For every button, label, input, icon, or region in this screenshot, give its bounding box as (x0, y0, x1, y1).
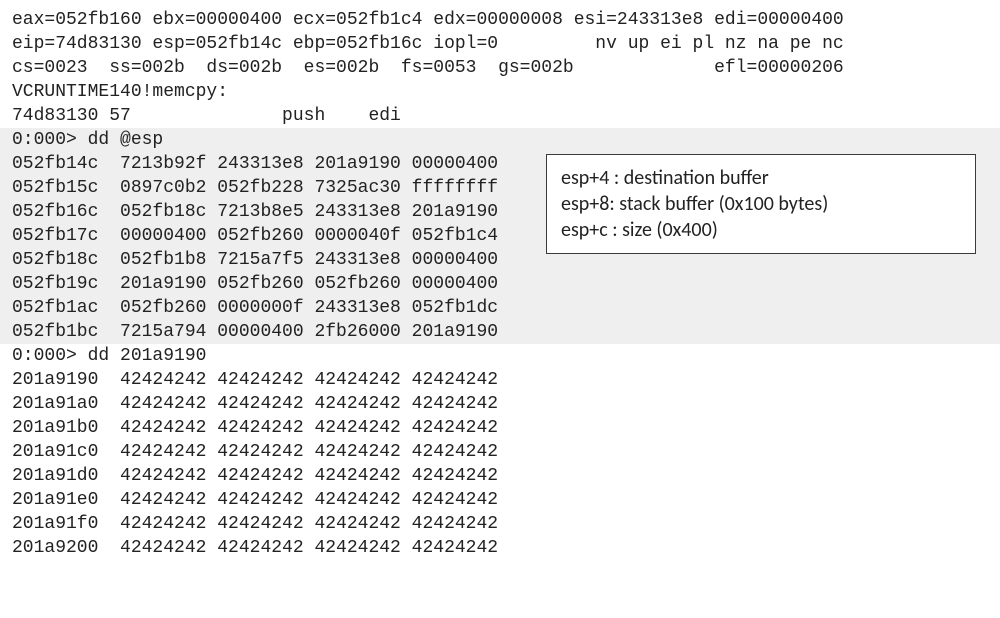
dump-row: 201a9200 42424242 42424242 42424242 4242… (12, 536, 988, 560)
dump-row: 052fb19c 201a9190 052fb260 052fb260 0000… (12, 272, 988, 296)
register-line-2: eip=74d83130 esp=052fb14c ebp=052fb16c i… (12, 32, 988, 56)
debugger-output: eax=052fb160 ebx=00000400 ecx=052fb1c4 e… (0, 0, 1000, 566)
dump-row: 201a91c0 42424242 42424242 42424242 4242… (12, 440, 988, 464)
register-line-3: cs=0023 ss=002b ds=002b es=002b fs=0053 … (12, 56, 988, 80)
dump-row: 201a9190 42424242 42424242 42424242 4242… (12, 368, 988, 392)
dump-row: 201a91b0 42424242 42424242 42424242 4242… (12, 416, 988, 440)
prompt-cmd-2: 0:000> dd 201a9190 (12, 344, 988, 368)
dump-row: 201a91a0 42424242 42424242 42424242 4242… (12, 392, 988, 416)
symbol-line: VCRUNTIME140!memcpy: (12, 80, 988, 104)
annotation-line: esp+4 : destination buffer (561, 165, 961, 191)
dump-row: 201a91d0 42424242 42424242 42424242 4242… (12, 464, 988, 488)
annotation-line: esp+c : size (0x400) (561, 217, 961, 243)
dump-row: 201a91e0 42424242 42424242 42424242 4242… (12, 488, 988, 512)
annotation-callout: esp+4 : destination buffer esp+8: stack … (546, 154, 976, 254)
annotation-line: esp+8: stack buffer (0x100 bytes) (561, 191, 961, 217)
register-line-1: eax=052fb160 ebx=00000400 ecx=052fb1c4 e… (12, 8, 988, 32)
disassembly-line: 74d83130 57 push edi (12, 104, 988, 128)
dump-row: 052fb1bc 7215a794 00000400 2fb26000 201a… (12, 320, 988, 344)
dump-row: 052fb1ac 052fb260 0000000f 243313e8 052f… (12, 296, 988, 320)
dump-row: 201a91f0 42424242 42424242 42424242 4242… (12, 512, 988, 536)
prompt-cmd-1: 0:000> dd @esp (12, 128, 988, 152)
